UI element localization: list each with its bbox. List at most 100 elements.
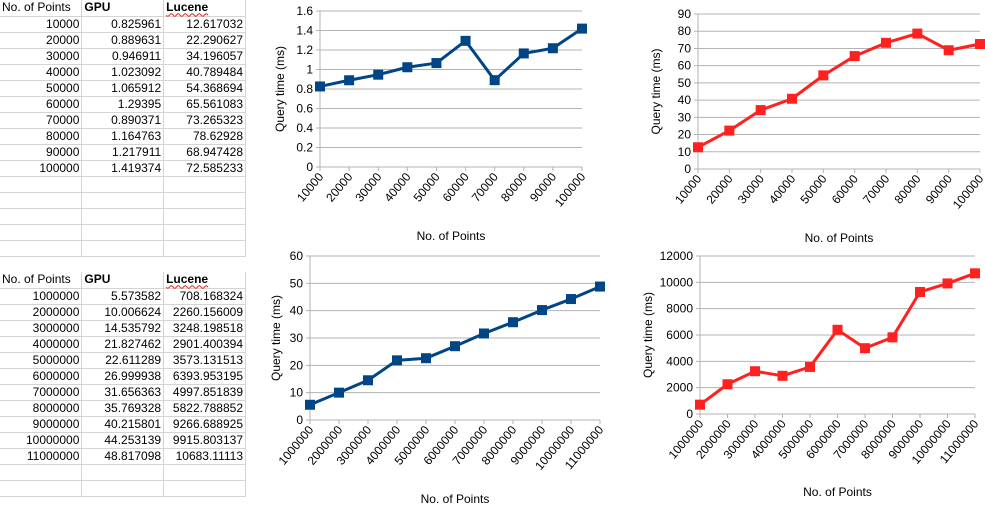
empty-row [0,480,246,497]
table-cell[interactable]: 80000 [0,128,83,145]
x-tick-label: 10000 [672,172,704,207]
table-cell[interactable]: 0.890371 [81,112,165,129]
table-cell[interactable]: 10000000 [0,432,83,449]
table-cell[interactable]: 12.617032 [163,16,246,33]
table-cell[interactable]: 40000 [0,64,83,81]
table-cell[interactable]: 72.585233 [163,160,246,177]
table-cell[interactable]: 60000 [0,96,83,113]
table-cell[interactable]: 22.611289 [81,352,165,369]
empty-cell[interactable] [0,176,83,193]
empty-cell[interactable] [81,224,165,241]
empty-cell[interactable] [0,192,83,209]
table-cell[interactable]: 21.827462 [81,336,165,353]
table-cell[interactable]: 34.196057 [163,48,246,65]
table-row: 40000 1.023092 40.789484 [0,64,246,81]
table-cell[interactable]: 26.999938 [81,368,165,385]
table-cell[interactable]: 22.290627 [163,32,246,49]
table-cell[interactable]: 1.164763 [81,128,165,145]
data-point-marker [421,353,431,364]
table-cell[interactable]: 0.946911 [81,48,165,65]
empty-cell[interactable] [163,192,246,209]
header-cell[interactable]: Lucene [163,272,246,289]
table-cell[interactable]: 40.789484 [163,64,246,81]
table-cell[interactable]: 73.265323 [163,112,246,129]
table-cell[interactable]: 70000 [0,112,83,129]
y-tick-label: 1.6 [296,4,313,18]
empty-cell[interactable] [0,480,83,497]
x-axis-title: No. of Points [803,485,872,499]
empty-cell[interactable] [81,240,165,257]
table-cell[interactable]: 2000000 [0,304,83,321]
empty-cell[interactable] [81,192,165,209]
empty-cell[interactable] [163,208,246,225]
table-cell[interactable]: 2260.156009 [163,304,246,321]
table-cell[interactable]: 48.817098 [81,448,165,465]
table-cell[interactable]: 1.023092 [81,64,165,81]
table-cell[interactable]: 35.769328 [81,400,165,417]
table-cell[interactable]: 3573.131513 [163,352,246,369]
table-cell[interactable]: 30000 [0,48,83,65]
table-cell[interactable]: 4997.851839 [163,384,246,401]
data-point-marker [363,375,373,386]
table-cell[interactable]: 4000000 [0,336,83,353]
table-cell[interactable]: 5000000 [0,352,83,369]
table-cell[interactable]: 6393.953195 [163,368,246,385]
table-cell[interactable]: 10.006624 [81,304,165,321]
empty-cell[interactable] [163,464,246,481]
table-cell[interactable]: 1.29395 [81,96,165,113]
table-cell[interactable]: 708.168324 [163,288,246,305]
table-cell[interactable]: 20000 [0,32,83,49]
table-cell[interactable]: 10000 [0,16,83,33]
header-cell[interactable]: GPU [81,0,165,17]
table-cell[interactable]: 2901.400394 [163,336,246,353]
table-cell[interactable]: 7000000 [0,384,83,401]
y-tick-label: 1.2 [296,43,313,57]
table-cell[interactable]: 1.419374 [81,160,165,177]
empty-cell[interactable] [81,208,165,225]
table-cell[interactable]: 9266.688925 [163,416,246,433]
empty-cell[interactable] [0,224,83,241]
table-cell[interactable]: 8000000 [0,400,83,417]
header-cell[interactable]: No. of Points [0,0,83,17]
empty-cell[interactable] [81,176,165,193]
y-tick-label: 0.4 [296,121,313,135]
empty-cell[interactable] [0,464,83,481]
table-cell[interactable]: 3248.198518 [163,320,246,337]
table-cell[interactable]: 1.217911 [81,144,165,161]
table-cell[interactable]: 3000000 [0,320,83,337]
table-cell[interactable]: 5.573582 [81,288,165,305]
table-cell[interactable]: 5822.788852 [163,400,246,417]
table-cell[interactable]: 31.656363 [81,384,165,401]
data-point-marker [450,341,460,352]
table-cell[interactable]: 14.535792 [81,320,165,337]
empty-cell[interactable] [163,176,246,193]
table-cell[interactable]: 9915.803137 [163,432,246,449]
empty-cell[interactable] [0,208,83,225]
table-cell[interactable]: 78.62928 [163,128,246,145]
table-cell[interactable]: 50000 [0,80,83,97]
empty-cell[interactable] [163,224,246,241]
table-cell[interactable]: 65.561083 [163,96,246,113]
empty-cell[interactable] [163,240,246,257]
empty-cell[interactable] [81,464,165,481]
table-cell[interactable]: 68.947428 [163,144,246,161]
table-cell[interactable]: 1.065912 [81,80,165,97]
table-cell[interactable]: 54.368694 [163,80,246,97]
empty-cell[interactable] [163,480,246,497]
table-cell[interactable]: 1000000 [0,288,83,305]
table-cell[interactable]: 40.215801 [81,416,165,433]
table-cell[interactable]: 90000 [0,144,83,161]
empty-cell[interactable] [0,240,83,257]
table-cell[interactable]: 9000000 [0,416,83,433]
empty-cell[interactable] [81,480,165,497]
table-cell[interactable]: 6000000 [0,368,83,385]
header-cell[interactable]: No. of Points [0,272,83,289]
table-cell[interactable]: 0.889631 [81,32,165,49]
header-cell[interactable]: Lucene [163,0,246,17]
table-cell[interactable]: 10683.11113 [163,448,246,465]
table-cell[interactable]: 100000 [0,160,83,177]
header-cell[interactable]: GPU [81,272,165,289]
table-cell[interactable]: 44.253139 [81,432,165,449]
table-cell[interactable]: 0.825961 [81,16,165,33]
table-cell[interactable]: 11000000 [0,448,83,465]
